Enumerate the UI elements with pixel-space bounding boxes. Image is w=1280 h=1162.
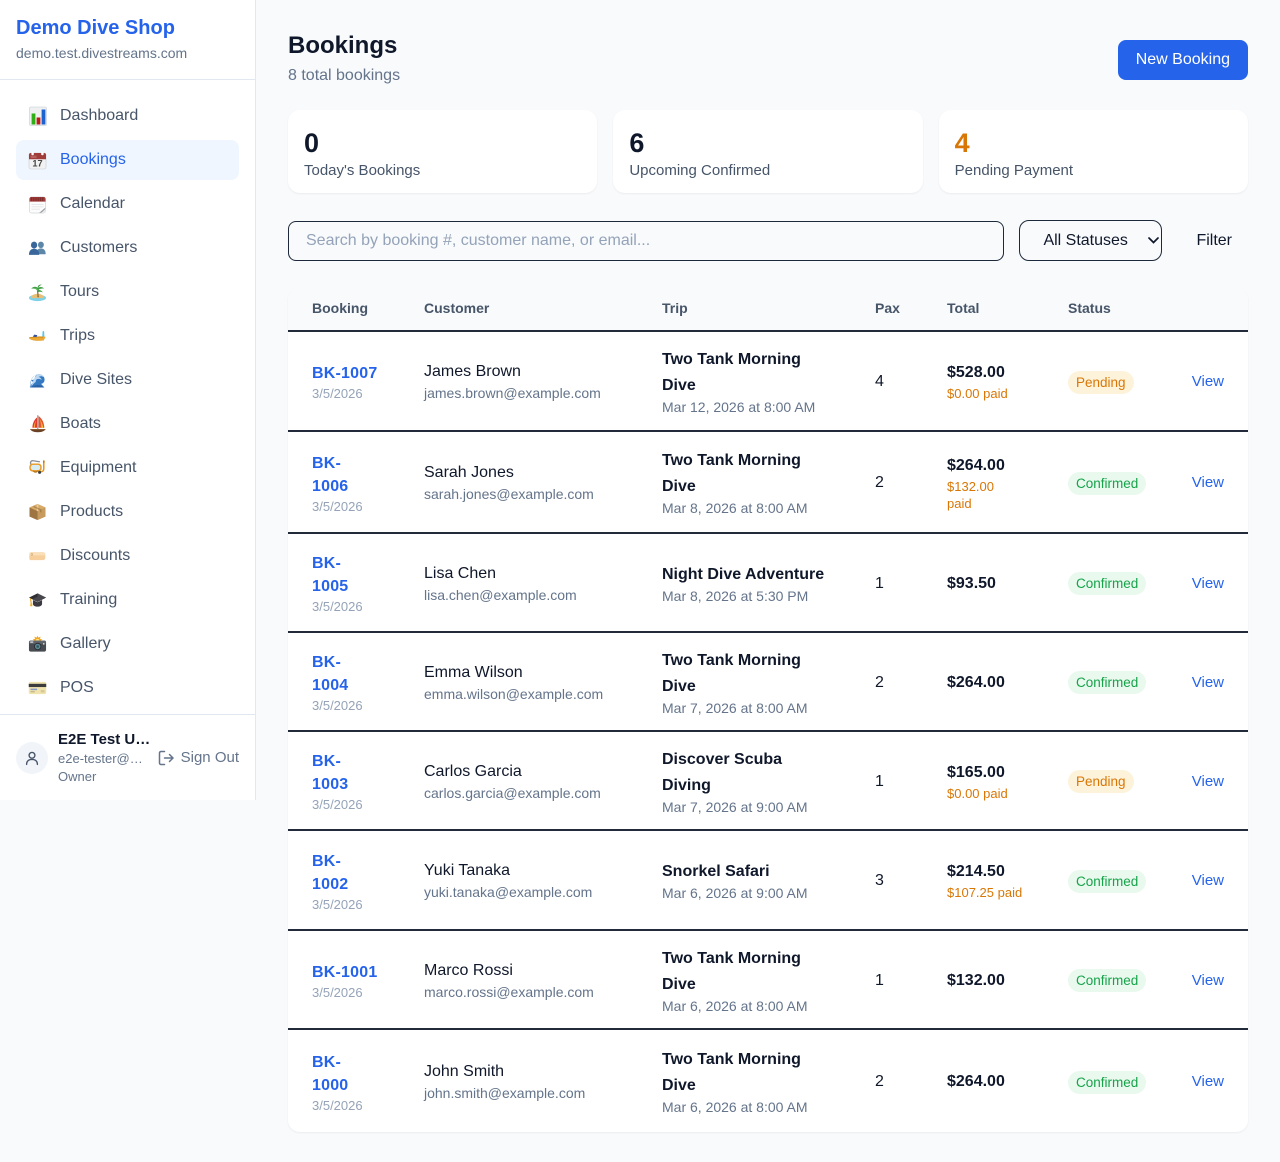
svg-text:17: 17 <box>32 158 42 168</box>
